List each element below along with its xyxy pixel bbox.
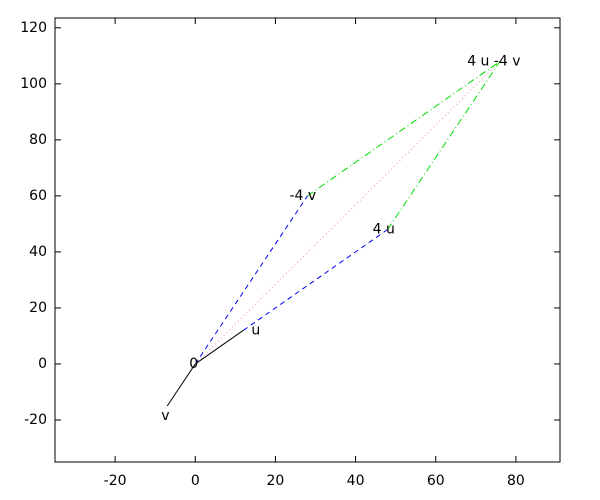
x-tick-label: 40: [347, 473, 365, 489]
vector-segment: [194, 195, 308, 365]
vector-segment: [307, 61, 501, 197]
point-label: -4 v: [290, 188, 317, 204]
x-tick-label: 80: [507, 473, 525, 489]
y-tick-label: 80: [29, 132, 47, 148]
y-tick-label: 120: [20, 20, 47, 36]
y-tick-label: -20: [24, 412, 47, 428]
plot-frame: [54, 17, 561, 463]
point-label: 4 u -4 v: [467, 53, 520, 69]
vector-segment: [387, 61, 501, 230]
y-tick-label: 60: [29, 188, 47, 204]
vector-segment: [194, 61, 501, 365]
x-tick-label: 0: [191, 473, 200, 489]
point-label: u: [251, 322, 260, 338]
point-label: 0: [189, 356, 198, 372]
y-tick-label: 20: [29, 300, 47, 316]
point-label: 4 u: [373, 221, 395, 237]
y-tick-label: 100: [20, 76, 47, 92]
x-tick-label: 60: [427, 473, 445, 489]
vector-segment: [194, 329, 244, 365]
x-tick-label: -20: [104, 473, 127, 489]
point-label: v: [161, 408, 169, 424]
y-tick-label: 40: [29, 244, 47, 260]
vector-segment: [243, 229, 388, 331]
x-tick-label: 20: [267, 473, 285, 489]
vector-segment: [166, 363, 196, 407]
y-tick-label: 0: [38, 356, 47, 372]
